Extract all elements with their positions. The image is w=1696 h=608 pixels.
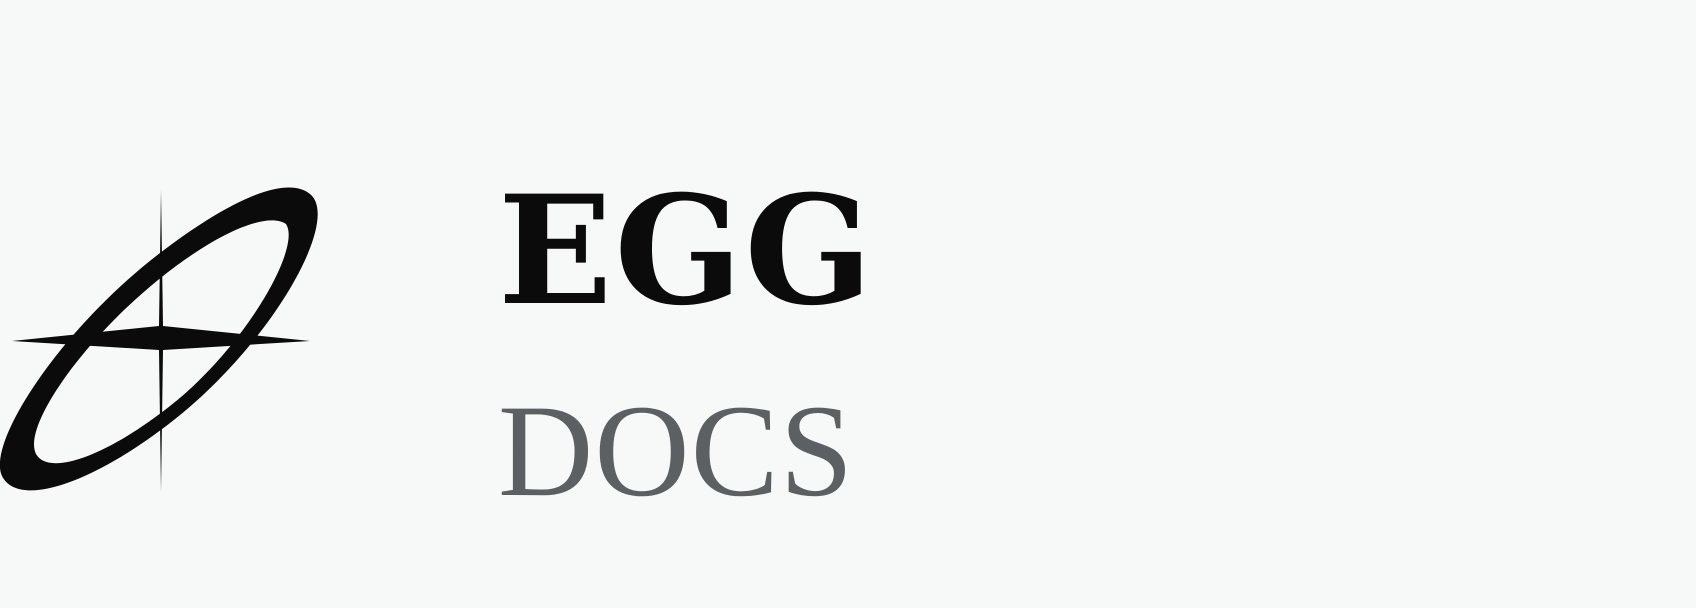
- brand-subtitle: DOCS: [498, 377, 855, 524]
- brand-name: EGG: [498, 163, 875, 339]
- orbit-star-icon: [0, 187, 318, 492]
